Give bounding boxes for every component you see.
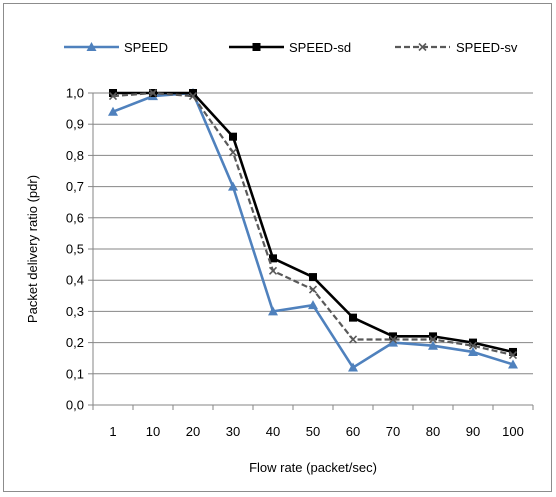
series-line xyxy=(112,91,514,357)
square-marker xyxy=(309,273,317,282)
legend-item-speed-sv: SPEED-sv xyxy=(395,40,518,55)
legend-label: SPEED-sd xyxy=(289,40,351,55)
x-tick-label: 50 xyxy=(306,424,320,439)
square-marker xyxy=(109,89,117,97)
x-axis-title: Flow rate (packet/sec) xyxy=(249,460,377,475)
y-tick-label: 0,2 xyxy=(66,335,84,350)
triangle-marker xyxy=(86,42,97,51)
x-marker-stroke xyxy=(188,92,198,101)
y-tick-label: 0,4 xyxy=(66,273,84,288)
series-plot xyxy=(108,88,518,372)
triangle-marker xyxy=(108,106,118,116)
line-chart: 0,0 0,1 0,2 0,3 0,4 0,5 0,6 0,7 0,8 0,9 1,0 1 10 20 30… xyxy=(25,40,534,475)
x-marker-stroke xyxy=(348,335,358,344)
tick-labels: 0,0 0,1 0,2 0,3 0,4 0,5 0,6 0,7 0,8 0,9 1,0 1 10 20 30… xyxy=(66,86,524,440)
x-marker xyxy=(348,335,358,344)
legend-label: SPEED xyxy=(124,40,168,55)
x-marker xyxy=(508,351,518,360)
square-marker xyxy=(229,132,237,141)
triangle-marker xyxy=(308,300,318,310)
y-tick-label: 0,6 xyxy=(66,210,84,225)
square-marker xyxy=(189,89,197,97)
x-marker xyxy=(228,148,238,157)
x-tick-label: 30 xyxy=(226,424,240,439)
x-tick-label: 90 xyxy=(466,424,480,439)
legend: SPEED SPEED-sd SPEED-sv xyxy=(64,40,518,55)
x-marker-stroke xyxy=(148,88,158,98)
legend-item-speed-sd: SPEED-sd xyxy=(229,40,351,55)
y-tick-label: 0,8 xyxy=(66,148,84,163)
grid-lines xyxy=(93,92,533,375)
series-speed-sd xyxy=(109,89,517,356)
x-tick-label: 70 xyxy=(386,424,400,439)
x-marker xyxy=(308,285,318,294)
x-tick-label: 60 xyxy=(346,424,360,439)
triangle-marker xyxy=(268,306,278,316)
y-tick-label: 0,9 xyxy=(66,117,84,132)
triangle-marker xyxy=(228,181,238,191)
legend-item-speed: SPEED xyxy=(64,40,168,55)
series-line xyxy=(113,91,514,354)
x-marker-stroke xyxy=(228,148,238,157)
x-marker-stroke xyxy=(418,42,427,52)
legend-label: SPEED-sv xyxy=(456,40,518,55)
series-speed xyxy=(108,88,518,372)
x-marker xyxy=(188,92,198,101)
x-marker xyxy=(108,92,118,101)
x-tick-label: 10 xyxy=(146,424,160,439)
x-marker xyxy=(148,88,158,98)
triangle-marker xyxy=(508,359,518,369)
square-marker xyxy=(252,43,261,51)
x-marker-stroke xyxy=(508,351,518,360)
y-tick-label: 1,0 xyxy=(66,86,84,101)
axes xyxy=(88,92,534,410)
square-marker xyxy=(389,332,397,341)
y-tick-label: 0,3 xyxy=(66,304,84,319)
x-tick-label: 100 xyxy=(502,424,524,439)
x-marker xyxy=(468,341,478,350)
x-marker-stroke xyxy=(308,285,318,294)
square-marker xyxy=(429,332,437,341)
y-tick-label: 0,0 xyxy=(66,398,84,413)
x-marker xyxy=(418,42,427,52)
square-marker xyxy=(509,347,517,356)
x-marker-stroke xyxy=(268,266,278,275)
triangle-marker xyxy=(348,362,358,372)
square-marker xyxy=(349,313,357,322)
square-marker xyxy=(469,338,477,347)
x-tick-label: 1 xyxy=(109,424,116,439)
square-marker xyxy=(269,254,277,263)
x-marker xyxy=(388,335,398,344)
series-speed-sv xyxy=(108,88,518,360)
series-line xyxy=(112,91,514,369)
x-marker-stroke xyxy=(428,335,438,344)
triangle-marker xyxy=(468,346,478,356)
chart-frame: 0,0 0,1 0,2 0,3 0,4 0,5 0,6 0,7 0,8 0,9 1,0 1 10 20 30… xyxy=(3,3,552,492)
y-tick-label: 0,7 xyxy=(66,179,84,194)
x-marker xyxy=(268,266,278,275)
x-marker-stroke xyxy=(108,92,118,101)
x-tick-label: 80 xyxy=(426,424,440,439)
x-tick-label: 40 xyxy=(266,424,280,439)
x-marker-stroke xyxy=(468,341,478,350)
x-marker-stroke xyxy=(388,335,398,344)
x-tick-label: 20 xyxy=(186,424,200,439)
y-tick-label: 0,5 xyxy=(66,242,84,257)
triangle-marker xyxy=(388,337,398,347)
y-axis-title: Packet delivery ratio (pdr) xyxy=(25,175,40,323)
x-marker xyxy=(428,335,438,344)
y-tick-label: 0,1 xyxy=(66,366,84,381)
triangle-marker xyxy=(428,340,438,350)
